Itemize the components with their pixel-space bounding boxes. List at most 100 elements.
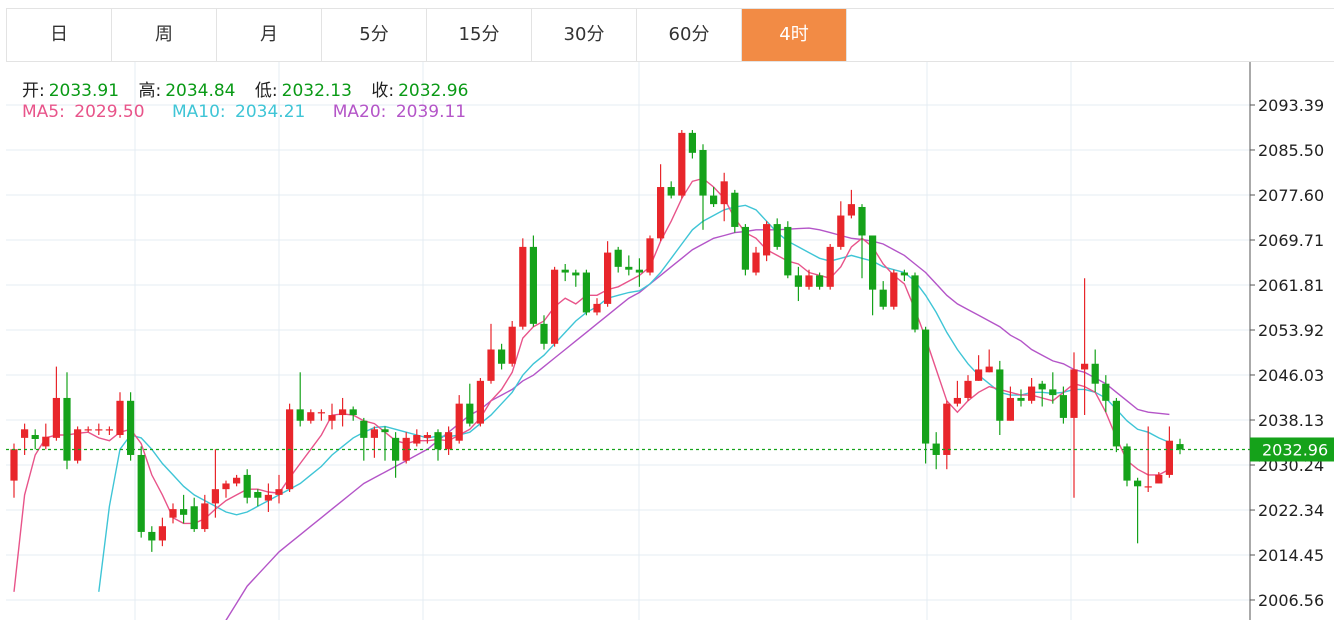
candle: [211, 449, 219, 518]
candle-body: [1165, 440, 1173, 475]
tab-day[interactable]: 日: [7, 9, 112, 61]
candle: [275, 474, 283, 504]
candle: [264, 483, 272, 512]
candle-body: [476, 380, 484, 424]
last-price-label: 2032.96: [1262, 440, 1328, 459]
candle: [593, 298, 601, 316]
candle: [455, 395, 463, 444]
ma5-label: MA5:: [22, 102, 65, 122]
candle-body: [604, 252, 612, 304]
candle: [784, 221, 792, 279]
candle-body: [10, 449, 18, 481]
candle: [180, 494, 188, 524]
y-tick-label: 2093.39: [1258, 96, 1324, 115]
candle-body: [646, 238, 654, 273]
high-value: 2034.84: [165, 81, 236, 101]
candle-body: [381, 429, 389, 433]
candle-body: [254, 492, 262, 498]
candle: [943, 400, 951, 470]
candle: [392, 432, 400, 478]
candle: [360, 417, 368, 461]
ma10-line: [98, 204, 1170, 592]
y-tick-label: 2061.81: [1258, 276, 1324, 295]
candle: [540, 315, 548, 350]
candle-body: [317, 412, 325, 414]
candle-body: [116, 400, 124, 436]
candle-body: [1059, 395, 1067, 418]
tab-30min[interactable]: 30分: [532, 9, 637, 61]
candle-body: [52, 397, 60, 438]
candle-body: [328, 415, 336, 421]
candle: [307, 409, 315, 424]
tab-5min[interactable]: 5分: [322, 9, 427, 61]
candle: [996, 360, 1004, 436]
candle: [932, 432, 940, 470]
candle: [710, 187, 718, 207]
candle: [52, 366, 60, 441]
candle-body: [392, 437, 400, 461]
candle-body: [975, 369, 983, 381]
candle-body: [498, 349, 506, 364]
candle-body: [1155, 474, 1163, 484]
candle-body: [784, 226, 792, 276]
candle-body: [890, 272, 898, 307]
candle: [964, 375, 972, 401]
candle: [381, 426, 389, 461]
candle-body: [1134, 480, 1142, 487]
tab-4hour[interactable]: 4时: [742, 9, 847, 61]
candle: [349, 406, 357, 421]
ma-readout: MA5: 2029.50 MA10: 2034.21 MA20: 2039.11: [22, 102, 488, 122]
candle: [116, 392, 124, 438]
price-axis: 2093.39 2085.50 2077.60 2069.71 2061.81 2053.…: [1250, 96, 1324, 610]
candle: [222, 480, 230, 498]
close-label: 收:: [371, 81, 395, 101]
candle: [1123, 443, 1131, 487]
ma20-readout: MA20: 2039.11: [333, 102, 470, 122]
candle: [1134, 477, 1142, 544]
candle-body: [1038, 383, 1046, 390]
low-value: 2032.13: [281, 81, 352, 101]
tab-15min[interactable]: 15分: [427, 9, 532, 61]
candle: [148, 526, 156, 552]
candle: [370, 426, 378, 458]
candle: [1155, 472, 1163, 484]
candle-body: [349, 409, 357, 416]
candle-body: [137, 454, 145, 532]
ma5-line: [13, 177, 1170, 592]
candle-body: [847, 204, 855, 216]
y-tick-label: 2038.13: [1258, 411, 1324, 430]
candle: [339, 397, 347, 427]
ma10-label: MA10:: [171, 102, 226, 122]
candle-body: [74, 429, 82, 461]
tab-60min[interactable]: 60分: [637, 9, 742, 61]
candle: [922, 326, 930, 464]
candle-body: [858, 206, 866, 236]
candle-body: [699, 149, 707, 196]
candle: [1070, 352, 1078, 498]
candle: [158, 517, 166, 547]
candle-body: [21, 429, 29, 438]
candle-body: [1091, 363, 1099, 384]
candle: [487, 323, 495, 384]
candle: [1112, 397, 1120, 453]
candle: [741, 224, 749, 276]
candle-body: [922, 329, 930, 444]
tab-week[interactable]: 周: [112, 9, 217, 61]
candle-body: [201, 503, 209, 530]
candle: [466, 383, 474, 427]
candle: [413, 429, 421, 447]
candle-body: [720, 181, 728, 205]
ma10-value: 2034.21: [235, 102, 306, 122]
tab-month[interactable]: 月: [217, 9, 322, 61]
candle-body: [752, 252, 760, 273]
candle: [879, 281, 887, 310]
candle: [328, 403, 336, 430]
candle-body: [339, 409, 347, 416]
y-tick-label: 2046.03: [1258, 366, 1324, 385]
ma5-readout: MA5: 2029.50: [22, 102, 149, 122]
candlestick-chart[interactable]: 2093.39 2085.50 2077.60 2069.71 2061.81 2053.…: [0, 62, 1334, 620]
candle-body: [1017, 397, 1025, 401]
candle: [890, 269, 898, 310]
candle-body: [360, 420, 368, 438]
candle: [720, 172, 728, 222]
